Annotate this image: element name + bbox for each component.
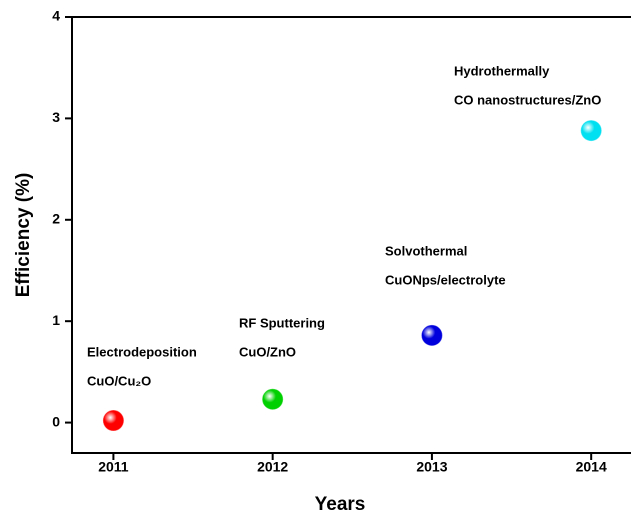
annotation: CuO/Cu₂O	[87, 373, 151, 388]
annotation: RF Sputtering	[239, 315, 325, 330]
x-tick-label: 2011	[98, 459, 129, 475]
point	[102, 410, 124, 432]
annotation: CuO/ZnO	[239, 344, 296, 359]
annotation: CuONps/electrolyte	[385, 272, 506, 287]
y-axis-title: Efficiency (%)	[13, 173, 34, 298]
y-tick-label: 0	[52, 413, 60, 429]
annotation: CO nanostructures/ZnO	[454, 92, 601, 107]
annotation: Solvothermal	[385, 243, 467, 258]
y-tick-label: 3	[52, 109, 60, 125]
annotation: Electrodeposition	[87, 344, 197, 359]
y-tick-label: 2	[52, 210, 60, 226]
point	[421, 324, 443, 346]
y-tick-label: 1	[52, 312, 60, 328]
point	[580, 120, 602, 142]
annotation: Hydrothermally	[454, 63, 550, 78]
point	[262, 388, 284, 410]
x-axis-title: Years	[315, 494, 366, 515]
y-tick-label: 4	[52, 8, 60, 24]
x-tick-label: 2014	[576, 459, 607, 475]
x-tick-label: 2013	[416, 459, 447, 475]
x-tick-label: 2012	[257, 459, 288, 475]
